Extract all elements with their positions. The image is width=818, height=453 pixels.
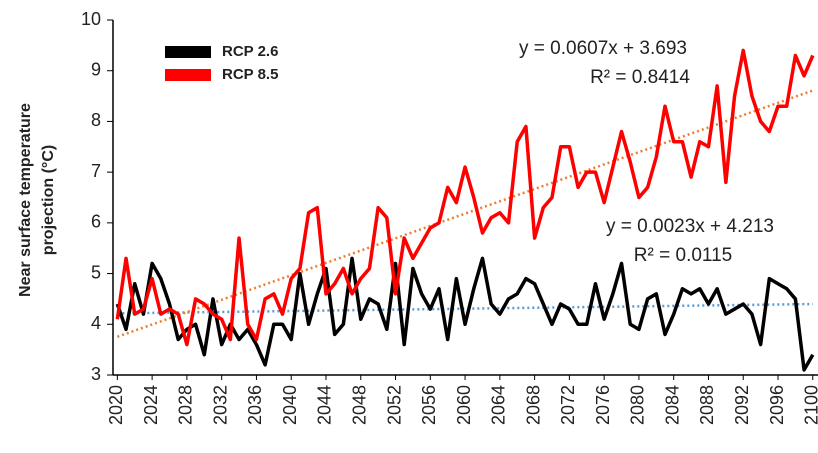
legend-swatch: [165, 69, 211, 81]
y-tick-label: 10: [81, 9, 101, 29]
x-tick-label: 2080: [628, 385, 648, 425]
y-tick-label: 4: [91, 313, 101, 333]
series-line: [115, 256, 815, 372]
x-tick-label: 2076: [593, 385, 613, 425]
x-tick-label: 2048: [349, 385, 369, 425]
y-tick-label: 7: [91, 161, 101, 181]
legend-swatch: [165, 46, 211, 58]
trendline: [116, 89, 814, 338]
y-tick-label: 3: [91, 364, 101, 384]
y-tick-label: 8: [91, 110, 101, 130]
annotation: R² = 0.8414: [590, 67, 690, 88]
x-tick-label: 2032: [210, 385, 230, 425]
y-tick-label: 6: [91, 212, 101, 232]
x-tick-label: 2052: [384, 385, 404, 425]
x-tick-label: 2040: [280, 385, 300, 425]
x-tick-label: 2096: [767, 385, 787, 425]
x-tick-label: 2044: [315, 385, 335, 425]
annotation: y = 0.0023x + 4.213: [606, 216, 774, 237]
y-axis-label: Near surface temperature projection (°C): [17, 103, 57, 297]
x-tick-label: 2092: [732, 385, 752, 425]
legend-label: RCP 2.6: [222, 43, 278, 60]
y-axis-label-line: Near surface temperature: [17, 103, 34, 297]
x-tick-label: 2072: [558, 385, 578, 425]
annotation: R² = 0.0115: [634, 245, 732, 266]
x-tick-label: 2064: [489, 385, 509, 425]
x-tick-label: 2036: [245, 385, 265, 425]
y-tick-label: 9: [91, 59, 101, 79]
x-tick-label: 2060: [454, 385, 474, 425]
x-tick-label: 2028: [176, 385, 196, 425]
legend-label: RCP 8.5: [222, 66, 278, 83]
x-tick-label: 2088: [697, 385, 717, 425]
x-tick-label: 2068: [523, 385, 543, 425]
y-axis-label-line: projection (°C): [40, 145, 57, 255]
x-tick-label: 2084: [662, 385, 682, 425]
x-tick-label: 2056: [419, 385, 439, 425]
y-tick-label: 5: [91, 262, 101, 282]
x-tick-label: 2100: [802, 385, 818, 425]
x-tick-label: 2024: [141, 385, 161, 425]
series-line: [115, 48, 815, 347]
x-tick-label: 2020: [106, 385, 126, 425]
annotation: y = 0.0607x + 3.693: [519, 38, 687, 59]
